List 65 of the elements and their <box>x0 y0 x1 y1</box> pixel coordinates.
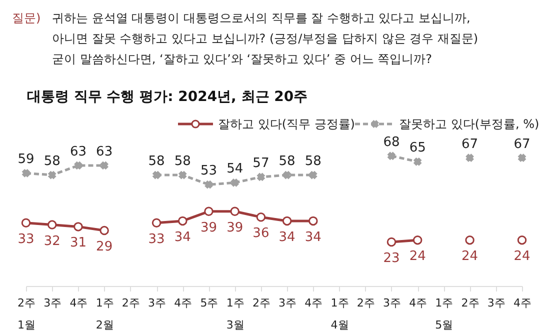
x-tick-label: 3주 <box>278 296 297 310</box>
data-label: 58 <box>278 154 296 170</box>
point <box>74 222 83 232</box>
data-label: 58 <box>44 154 60 170</box>
x-tick-label: 4주 <box>70 296 88 310</box>
data-label: 29 <box>96 240 113 255</box>
data-label: 57 <box>252 156 270 171</box>
data-label: 65 <box>409 140 426 156</box>
x-tick-label: 2주 1월 <box>18 296 36 332</box>
data-label: 68 <box>383 134 400 150</box>
data-label: 34 <box>174 230 191 245</box>
x-tick-label: 1주 4월 <box>330 296 349 332</box>
point <box>465 235 474 245</box>
x-tick-label: 2주 <box>356 296 375 310</box>
data-label: 58 <box>304 154 322 170</box>
point <box>517 235 527 245</box>
point <box>47 220 57 230</box>
chart-title: 대통령 직무 수행 평가: 2024년, 최근 20주 <box>27 89 308 105</box>
data-label: 39 <box>200 220 218 236</box>
data-label: 36 <box>252 226 270 242</box>
data-label: 67 <box>514 136 530 152</box>
point <box>466 154 474 162</box>
point <box>100 226 109 236</box>
data-label: 53 <box>200 164 218 179</box>
x-tick-label: 4주 <box>174 296 192 310</box>
x-tick-label: 4주 <box>514 296 532 310</box>
data-label: 23 <box>383 251 400 266</box>
x-tick-label: 3주 <box>487 296 506 310</box>
data-label: 33 <box>18 232 34 247</box>
data-label: 58 <box>174 154 191 170</box>
data-label: 24 <box>462 249 478 264</box>
x-tick-label: 2주 <box>461 296 480 310</box>
x-tick-label: 3주 <box>382 296 401 310</box>
chart-subtitle: 귀하는 윤석열 대통령이 대통령으로서의 직무를 잘 수행하고 있다고 보십니까, 아니면 잘못 수행하고 있다고 보십니까? (긍정/부정을 답하지 않은 경우 재질문) 굳이 말씀하신다면, ‘잘하고 있다’와 ‘잘못하고 있다’ 중 어느 쪽입니까? <box>52 11 478 66</box>
x-tick-label: 2주 <box>122 296 140 310</box>
data-label: 63 <box>70 144 86 160</box>
x-tick-label: 2주 <box>252 296 270 310</box>
data-label: 58 <box>148 154 165 170</box>
data-label: 34 <box>278 230 296 245</box>
x-tick-label: 1주 5월 <box>435 296 454 332</box>
data-label: 54 <box>226 162 244 177</box>
data-label: 24 <box>409 249 426 264</box>
data-label: 59 <box>18 152 34 168</box>
data-label: 32 <box>44 234 60 249</box>
data-label: 34 <box>304 230 322 245</box>
data-label: 31 <box>70 236 86 251</box>
text: 질문) <box>12 11 41 25</box>
data-label: 33 <box>148 232 165 247</box>
data-label: 63 <box>96 144 113 160</box>
point <box>518 154 526 162</box>
x-tick-label: 4주 <box>409 296 428 310</box>
x-tick-label: 1주 3월 <box>226 296 244 332</box>
point <box>412 235 422 245</box>
data-label: 24 <box>514 249 530 264</box>
x-tick-label: 4주 <box>304 296 323 310</box>
point <box>21 218 31 228</box>
data-label: 67 <box>462 136 478 152</box>
legend-label: 잘하고 있다(직무 긍정률) <box>218 117 355 131</box>
x-tick-label: 3주 <box>44 296 62 310</box>
legend-label: 잘못하고 있다(부정률, %) <box>399 117 540 131</box>
point <box>386 237 396 247</box>
x-tick-label: 5주 <box>200 296 218 310</box>
x-tick-label: 1주 2월 <box>96 296 114 332</box>
x-tick-label: 3주 <box>148 296 166 310</box>
data-label: 39 <box>226 220 244 236</box>
